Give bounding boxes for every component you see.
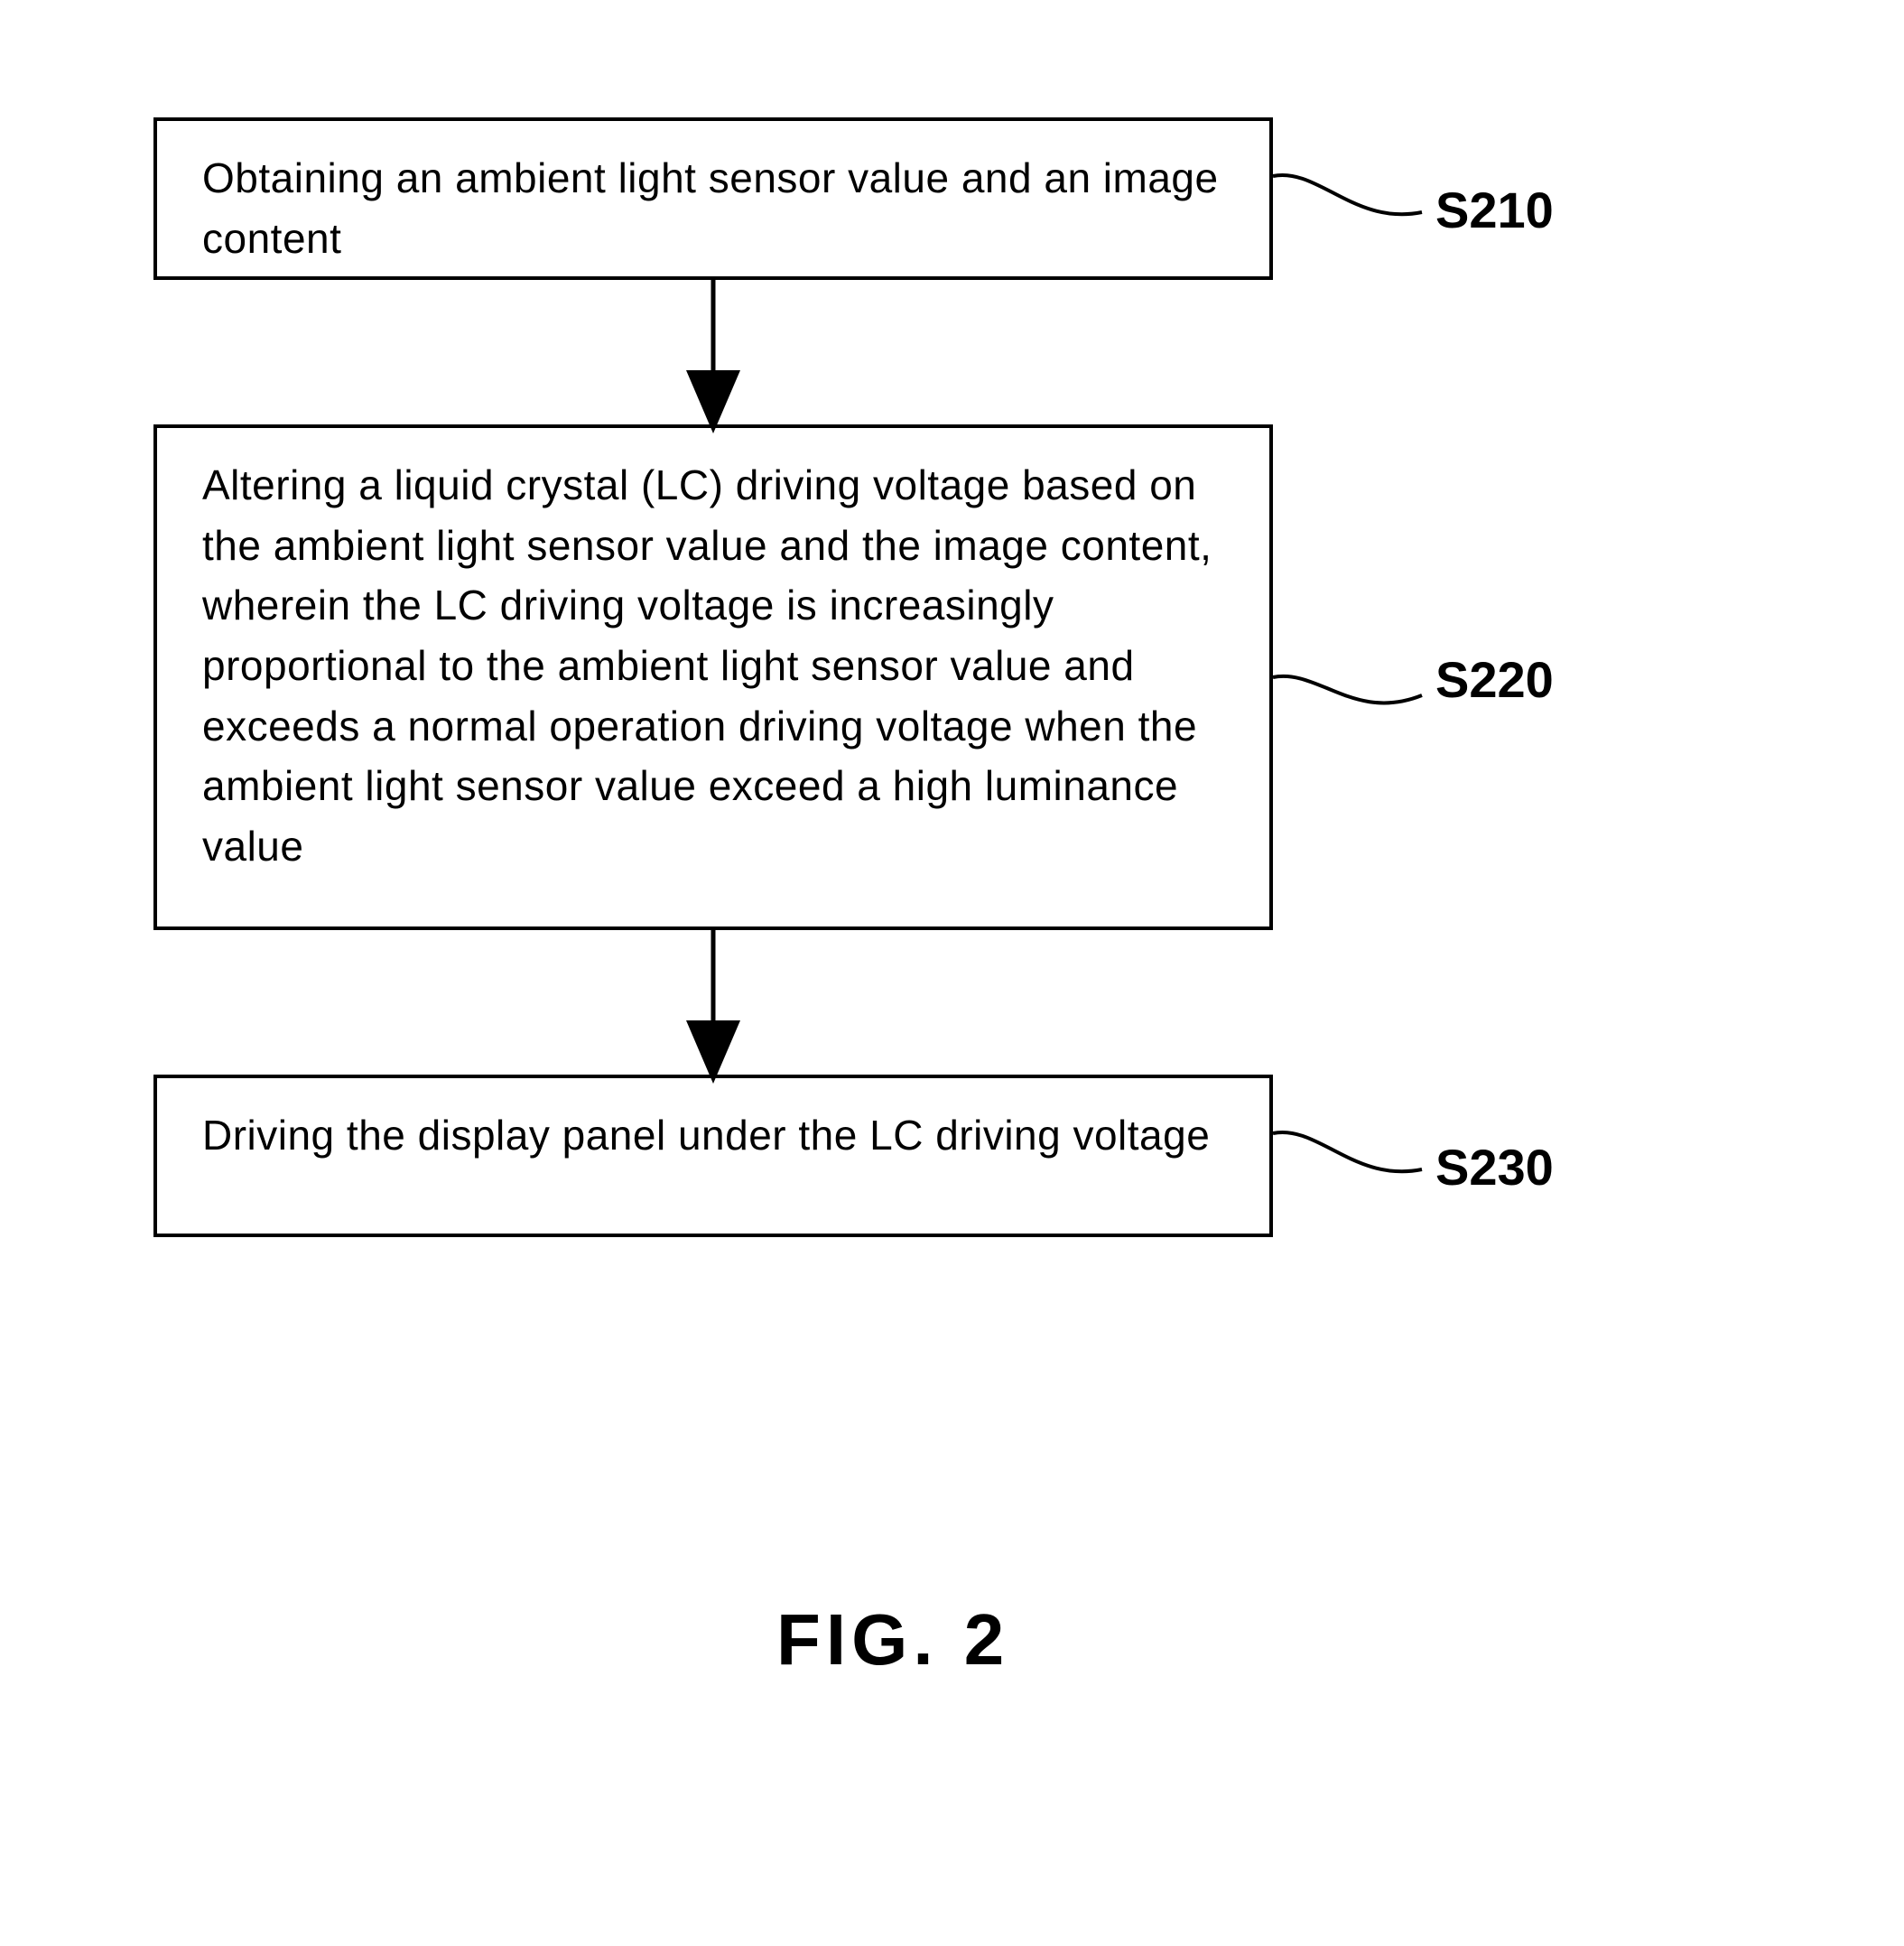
- flow-step-s210-label: S210: [1435, 181, 1554, 239]
- flow-step-s220-text: Altering a liquid crystal (LC) driving v…: [202, 455, 1224, 877]
- flow-step-s230-label: S230: [1435, 1138, 1554, 1196]
- flow-step-s230: Driving the display panel under the LC d…: [153, 1075, 1273, 1237]
- flow-step-s230-text: Driving the display panel under the LC d…: [202, 1105, 1224, 1166]
- flow-step-s210: Obtaining an ambient light sensor value …: [153, 117, 1273, 280]
- flow-step-s220: Altering a liquid crystal (LC) driving v…: [153, 424, 1273, 930]
- flow-step-s220-label: S220: [1435, 650, 1554, 709]
- flow-step-s210-text: Obtaining an ambient light sensor value …: [202, 148, 1224, 268]
- figure-caption: FIG. 2: [776, 1598, 1009, 1681]
